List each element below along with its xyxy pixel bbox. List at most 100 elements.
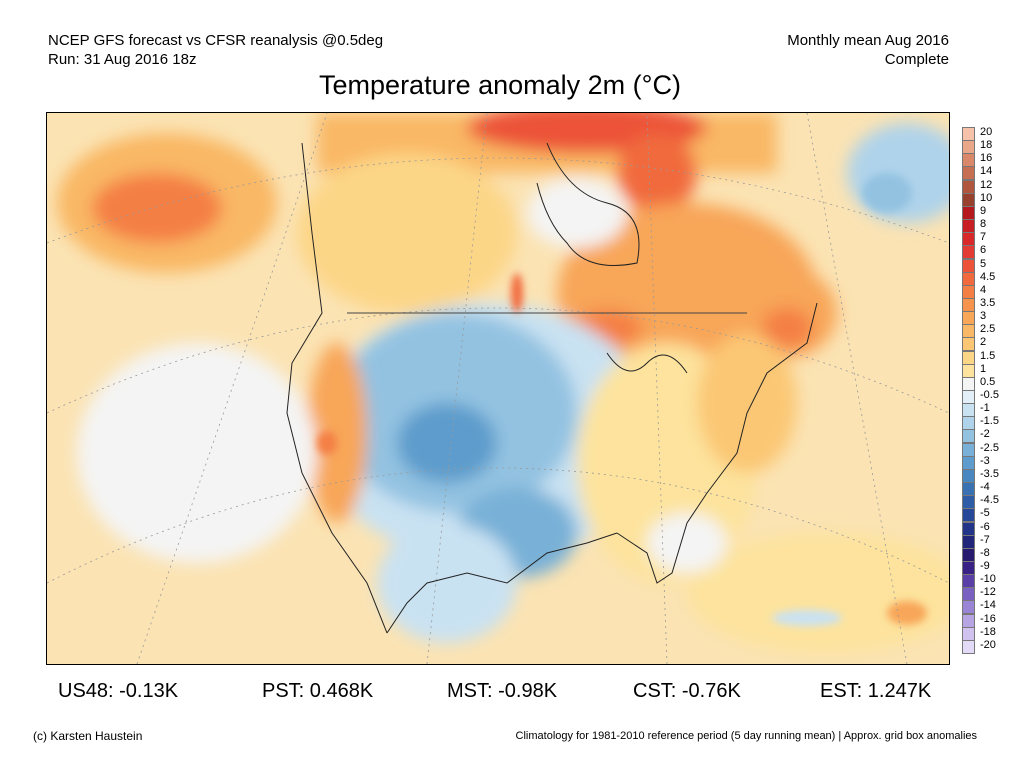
colorbar-swatch: [962, 166, 975, 181]
colorbar-swatch: [962, 442, 975, 457]
colorbar-level: 1.5: [958, 349, 1018, 365]
colorbar-swatch: [962, 495, 975, 510]
colorbar-swatch: [962, 626, 975, 641]
source-line: NCEP GFS forecast vs CFSR reanalysis @0.…: [48, 32, 384, 49]
colorbar-label: 1.5: [980, 349, 996, 362]
colorbar-level: -0.5: [958, 389, 1018, 404]
colorbar-level: -10: [958, 573, 1018, 589]
colorbar-level: 12: [958, 179, 1018, 194]
colorbar-label: 0.5: [980, 375, 996, 388]
colorbar-swatch: [962, 416, 975, 431]
colorbar-level: 20: [958, 126, 1018, 141]
colorbar-level: -5: [958, 507, 1018, 523]
colorbar-level: 9: [958, 205, 1018, 220]
colorbar-level: 3.5: [958, 296, 1018, 312]
colorbar-level: -3: [958, 455, 1018, 470]
colorbar-swatch: [962, 140, 975, 155]
stat-pst: PST: 0.468K: [262, 680, 374, 702]
colorbar-swatch: [962, 403, 975, 418]
colorbar-level: -18: [958, 625, 1018, 641]
colorbar-swatch: [962, 390, 975, 404]
colorbar-swatch: [962, 376, 975, 391]
colorbar-label: -0.5: [980, 389, 999, 401]
colorbar-level: 14: [958, 165, 1018, 181]
colorbar-swatch: [962, 547, 975, 562]
colorbar-swatch: [962, 613, 975, 628]
colorbar-label: -1.5: [980, 415, 999, 428]
colorbar-swatch: [962, 258, 975, 273]
colorbar-swatch: [962, 508, 975, 523]
anomaly-map-canvas: [47, 113, 949, 664]
colorbar-level: -20: [958, 639, 1018, 654]
colorbar-swatch: [962, 560, 975, 575]
colorbar-label: 4: [980, 283, 987, 296]
colorbar-level: -14: [958, 599, 1018, 615]
colorbar-swatch: [962, 232, 975, 247]
stat-us48: US48: -0.13K: [58, 680, 179, 702]
colorbar-label: 6: [980, 244, 987, 257]
colorbar-label: -7: [980, 533, 990, 546]
colorbar-label: -12: [980, 586, 996, 599]
colorbar-label: 10: [980, 191, 993, 204]
anomaly-field: [57, 113, 949, 653]
colorbar-level: 0.5: [958, 375, 1018, 391]
colorbar-label: -2.5: [980, 441, 999, 454]
colorbar-level: -16: [958, 612, 1018, 628]
colorbar-swatch: [962, 363, 975, 378]
colorbar-level: 5: [958, 257, 1018, 273]
colorbar-swatch: [962, 192, 975, 207]
colorbar-swatch: [962, 455, 975, 470]
anomaly-map: [46, 112, 950, 665]
colorbar-label: 1: [980, 362, 987, 375]
colorbar-level: -4.5: [958, 494, 1018, 510]
colorbar-label: -8: [980, 546, 990, 559]
colorbar-level: -9: [958, 560, 1018, 575]
colorbar-level: -8: [958, 546, 1018, 562]
colorbar-swatch: [962, 324, 975, 339]
colorbar-label: 18: [980, 139, 993, 152]
colorbar-swatch: [962, 482, 975, 497]
colorbar-label: -5: [980, 507, 990, 520]
colorbar-level: 4.5: [958, 270, 1018, 286]
colorbar-level: -7: [958, 533, 1018, 549]
colorbar-label: -14: [980, 599, 996, 612]
colorbar-label: -1: [980, 402, 990, 415]
colorbar-level: 2.5: [958, 323, 1018, 339]
colorbar-label: -3.5: [980, 467, 999, 480]
colorbar-label: 5: [980, 257, 987, 270]
colorbar-level: -2.5: [958, 441, 1018, 457]
colorbar-label: 2: [980, 336, 987, 349]
region-stats: US48: -0.13K PST: 0.468K MST: -0.98K CST…: [0, 680, 1000, 706]
colorbar-label: -6: [980, 520, 990, 533]
colorbar-swatch: [962, 219, 975, 234]
status-line: Complete: [884, 51, 949, 68]
climatology-note: Climatology for 1981-2010 reference peri…: [515, 730, 977, 742]
colorbar-level: 6: [958, 244, 1018, 260]
colorbar-level: -4: [958, 481, 1018, 497]
colorbar-swatch: [962, 153, 975, 168]
colorbar-swatch: [962, 429, 975, 444]
colorbar-swatch: [962, 245, 975, 260]
colorbar-swatch: [962, 521, 975, 536]
colorbar-level: 7: [958, 231, 1018, 247]
colorbar-label: 7: [980, 231, 987, 244]
colorbar-swatch: [962, 468, 975, 483]
colorbar-level: 2: [958, 336, 1018, 352]
colorbar-level: 4: [958, 283, 1018, 299]
colorbar-label: -18: [980, 625, 996, 638]
colorbar-label: 4.5: [980, 270, 996, 283]
colorbar-label: -16: [980, 612, 996, 625]
colorbar-level: -6: [958, 520, 1018, 536]
colorbar-swatch: [962, 574, 975, 589]
colorbar-swatch: [962, 639, 975, 654]
colorbar-swatch: [962, 337, 975, 352]
stat-cst: CST: -0.76K: [633, 680, 741, 702]
graticule: [47, 113, 949, 664]
colorbar-level: -1.5: [958, 415, 1018, 431]
colorbar-level: 3: [958, 310, 1018, 326]
colorbar-label: -4.5: [980, 494, 999, 507]
stat-est: EST: 1.247K: [820, 680, 932, 702]
colorbar-level: -2: [958, 428, 1018, 444]
colorbar-label: 3: [980, 310, 987, 323]
colorbar-label: 3.5: [980, 296, 996, 309]
